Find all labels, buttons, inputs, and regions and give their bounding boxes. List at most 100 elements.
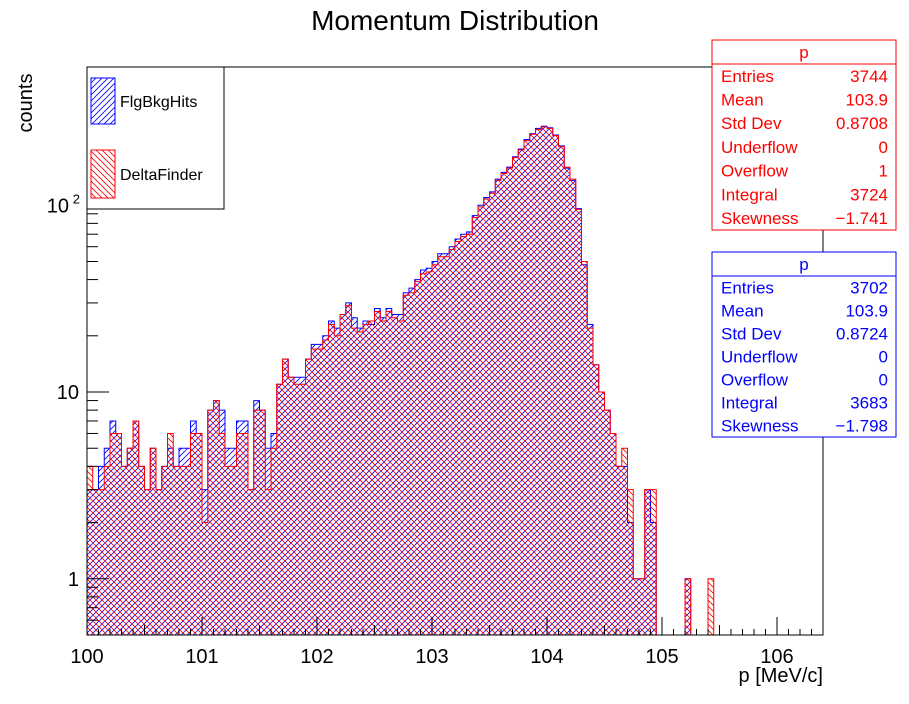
bar-deltafinder-19: [196, 433, 202, 635]
stats-value-overflow: 1: [879, 162, 888, 181]
stats-label-skewness: Skewness: [721, 209, 798, 228]
bar-deltafinder-11: [150, 448, 156, 635]
bar-deltafinder-33: [276, 384, 283, 635]
y-tick-label-1: 1: [68, 569, 79, 591]
stats-value-overflow: 0: [879, 370, 888, 389]
bar-deltafinder-16: [179, 466, 185, 635]
bar-deltafinder-48: [363, 324, 369, 635]
bar-deltafinder-10: [144, 489, 151, 635]
bar-deltafinder-9: [138, 466, 145, 635]
stats-box-1: p Entries 3702 Mean 103.9 Std Dev 0.8724 Underf…: [711, 251, 897, 438]
bar-deltafinder-63: [449, 249, 455, 635]
legend-label-deltafinder: DeltaFinder: [120, 167, 203, 184]
bar-deltafinder-80: [547, 128, 553, 635]
bar-deltafinder-86: [581, 261, 588, 635]
bar-deltafinder-15: [173, 466, 179, 635]
series-deltafinder: [86, 126, 715, 636]
bar-deltafinder-34: [282, 359, 289, 635]
stats-label-integral: Integral: [721, 185, 778, 204]
bar-deltafinder-82: [558, 146, 565, 635]
bar-deltafinder-45: [345, 305, 352, 635]
stats-value-skewness: −1.741: [836, 209, 888, 228]
stats-label-entries: Entries: [721, 278, 774, 297]
bar-deltafinder-43: [334, 335, 340, 635]
stats-value-entries: 3744: [850, 67, 888, 86]
bar-deltafinder-76: [524, 140, 530, 635]
bar-deltafinder-37: [299, 384, 306, 635]
bar-deltafinder-85: [575, 209, 582, 635]
legend-swatch-flgbkghits: [90, 77, 116, 125]
bar-deltafinder-67: [472, 217, 478, 635]
stats-box-frame: [711, 39, 897, 231]
bar-deltafinder-98: [650, 489, 657, 635]
legend: FlgBkgHits DeltaFinder: [86, 66, 225, 210]
bar-deltafinder-66: [466, 234, 473, 635]
bar-deltafinder-87: [587, 328, 593, 635]
bar-deltafinder-38: [305, 359, 312, 635]
stats-label-integral: Integral: [721, 393, 778, 412]
bar-deltafinder-20: [202, 522, 208, 635]
bar-deltafinder-49: [368, 321, 375, 635]
bar-deltafinder-44: [340, 314, 346, 635]
bar-deltafinder-56: [409, 292, 415, 635]
bar-deltafinder-72: [501, 173, 507, 635]
bar-deltafinder-32: [271, 448, 277, 635]
stats-value-underflow: 0: [879, 138, 888, 157]
stats-label-skewness: Skewness: [721, 416, 798, 435]
bar-deltafinder-14: [167, 433, 174, 635]
bar-deltafinder-50: [374, 311, 381, 635]
bar-deltafinder-47: [357, 331, 363, 635]
bar-deltafinder-70: [489, 193, 496, 636]
bar-deltafinder-40: [317, 348, 323, 635]
stats-value-mean: 103.9: [845, 301, 888, 320]
y-tick-label-10: 10: [57, 382, 79, 404]
y-tick-exponent: 2: [73, 191, 80, 206]
y-axis-label: counts: [15, 74, 37, 133]
bar-deltafinder-92: [616, 466, 622, 635]
stats-value-mean: 103.9: [845, 91, 888, 110]
bar-deltafinder-53: [391, 317, 398, 635]
stats-label-underflow: Underflow: [721, 347, 798, 366]
bar-deltafinder-69: [483, 199, 490, 635]
stats-value-underflow: 0: [879, 347, 888, 366]
bar-deltafinder-60: [432, 264, 438, 635]
bar-deltafinder-91: [610, 433, 616, 635]
stats-value-skewness: −1.798: [836, 416, 888, 435]
chart-title: Momentum Distribution: [311, 5, 599, 36]
y-tick-label-100: 10: [47, 195, 69, 217]
bar-deltafinder-22: [213, 400, 220, 635]
bar-deltafinder-57: [414, 281, 421, 635]
bar-deltafinder-12: [156, 489, 162, 635]
x-tick-label-102: 102: [300, 646, 333, 668]
bar-deltafinder-108: [708, 578, 714, 635]
stats-value-integral: 3683: [850, 393, 888, 412]
bar-deltafinder-5: [115, 433, 122, 635]
stats-value-entries: 3702: [850, 278, 888, 297]
x-tick-label-103: 103: [415, 646, 448, 668]
stats-label-underflow: Underflow: [721, 138, 798, 157]
stats-box-title: p: [799, 43, 808, 62]
bar-deltafinder-79: [541, 126, 547, 635]
bar-deltafinder-104: [685, 578, 691, 635]
bar-deltafinder-41: [322, 339, 329, 635]
bar-deltafinder-27: [242, 433, 248, 635]
x-tick-label-100: 100: [70, 646, 103, 668]
x-tick-label-101: 101: [185, 646, 218, 668]
stats-boxes: p Entries 3744 Mean 103.9 Std Dev 0.8708 Underf…: [711, 39, 897, 438]
bar-deltafinder-39: [311, 348, 317, 635]
bar-deltafinder-26: [236, 433, 243, 635]
stats-label-overflow: Overflow: [721, 162, 789, 181]
outline-deltafinder: [86, 126, 715, 636]
stats-box-0: p Entries 3744 Mean 103.9 Std Dev 0.8708 Underf…: [711, 39, 897, 231]
stats-label-mean: Mean: [721, 91, 764, 110]
bar-deltafinder-77: [529, 134, 536, 636]
bar-deltafinder-18: [190, 433, 197, 635]
x-tick-label-105: 105: [645, 646, 678, 668]
bar-deltafinder-35: [288, 377, 294, 635]
bar-deltafinder-0: [87, 466, 93, 635]
bar-deltafinder-65: [460, 236, 467, 635]
bar-deltafinder-74: [512, 157, 519, 636]
bar-deltafinder-62: [443, 256, 450, 635]
bar-deltafinder-96: [639, 578, 645, 635]
legend-label-flgbkghits: FlgBkgHits: [120, 94, 197, 111]
